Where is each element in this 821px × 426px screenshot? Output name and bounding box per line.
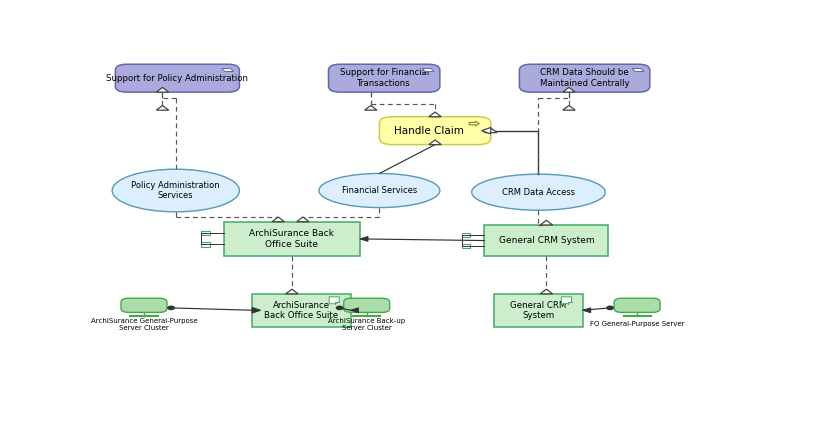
- Ellipse shape: [319, 173, 440, 207]
- Polygon shape: [540, 289, 553, 294]
- Polygon shape: [540, 220, 553, 225]
- Text: General CRM
System: General CRM System: [511, 301, 566, 320]
- Polygon shape: [429, 140, 441, 144]
- FancyBboxPatch shape: [115, 64, 240, 92]
- Polygon shape: [252, 308, 260, 313]
- Polygon shape: [562, 87, 576, 92]
- Ellipse shape: [112, 169, 240, 212]
- FancyBboxPatch shape: [520, 64, 650, 92]
- FancyBboxPatch shape: [344, 298, 390, 312]
- Polygon shape: [429, 112, 441, 117]
- Circle shape: [607, 306, 613, 310]
- Text: CRM Data Access: CRM Data Access: [502, 188, 575, 197]
- Circle shape: [337, 306, 343, 310]
- Text: ArchiSurance
Back Office Suite: ArchiSurance Back Office Suite: [264, 301, 338, 320]
- Polygon shape: [156, 87, 168, 92]
- Polygon shape: [329, 297, 339, 304]
- Text: General CRM System: General CRM System: [498, 236, 594, 245]
- Polygon shape: [351, 308, 359, 313]
- Circle shape: [167, 306, 174, 310]
- FancyBboxPatch shape: [379, 117, 491, 144]
- Polygon shape: [469, 121, 479, 126]
- Bar: [462, 244, 470, 248]
- Bar: [252, 294, 351, 327]
- Polygon shape: [222, 69, 234, 72]
- Polygon shape: [286, 289, 298, 294]
- FancyBboxPatch shape: [328, 64, 440, 92]
- Polygon shape: [296, 217, 309, 222]
- Text: Policy Administration
Services: Policy Administration Services: [131, 181, 220, 200]
- Bar: [484, 225, 608, 256]
- Text: FO General-Purpose Server: FO General-Purpose Server: [589, 322, 685, 328]
- Text: ArchiSurance Back-up
Server Cluster: ArchiSurance Back-up Server Cluster: [328, 318, 406, 331]
- Text: CRM Data Should be
Maintained Centrally: CRM Data Should be Maintained Centrally: [539, 69, 630, 88]
- Polygon shape: [562, 106, 576, 110]
- Polygon shape: [484, 128, 497, 132]
- Polygon shape: [156, 106, 168, 110]
- FancyBboxPatch shape: [614, 298, 660, 312]
- Polygon shape: [583, 308, 590, 313]
- Polygon shape: [562, 297, 571, 304]
- Text: Support for Policy Administration: Support for Policy Administration: [107, 74, 249, 83]
- Polygon shape: [422, 69, 434, 72]
- Ellipse shape: [472, 174, 605, 210]
- Polygon shape: [272, 217, 284, 222]
- Bar: [201, 242, 209, 247]
- Polygon shape: [632, 69, 644, 72]
- Text: Handle Claim: Handle Claim: [394, 126, 464, 135]
- Text: ArchiSurance Back
Office Suite: ArchiSurance Back Office Suite: [250, 229, 334, 249]
- Text: Financial Services: Financial Services: [342, 186, 417, 195]
- Bar: [201, 231, 209, 236]
- Bar: [494, 294, 583, 327]
- Polygon shape: [365, 106, 377, 110]
- Polygon shape: [482, 127, 491, 134]
- Bar: [223, 222, 360, 256]
- Text: ArchiSurance General-Purpose
Server Cluster: ArchiSurance General-Purpose Server Clus…: [90, 318, 197, 331]
- Text: Support for Financial
Transactions: Support for Financial Transactions: [340, 69, 429, 88]
- Bar: [462, 233, 470, 237]
- Polygon shape: [360, 236, 368, 241]
- FancyBboxPatch shape: [121, 298, 167, 312]
